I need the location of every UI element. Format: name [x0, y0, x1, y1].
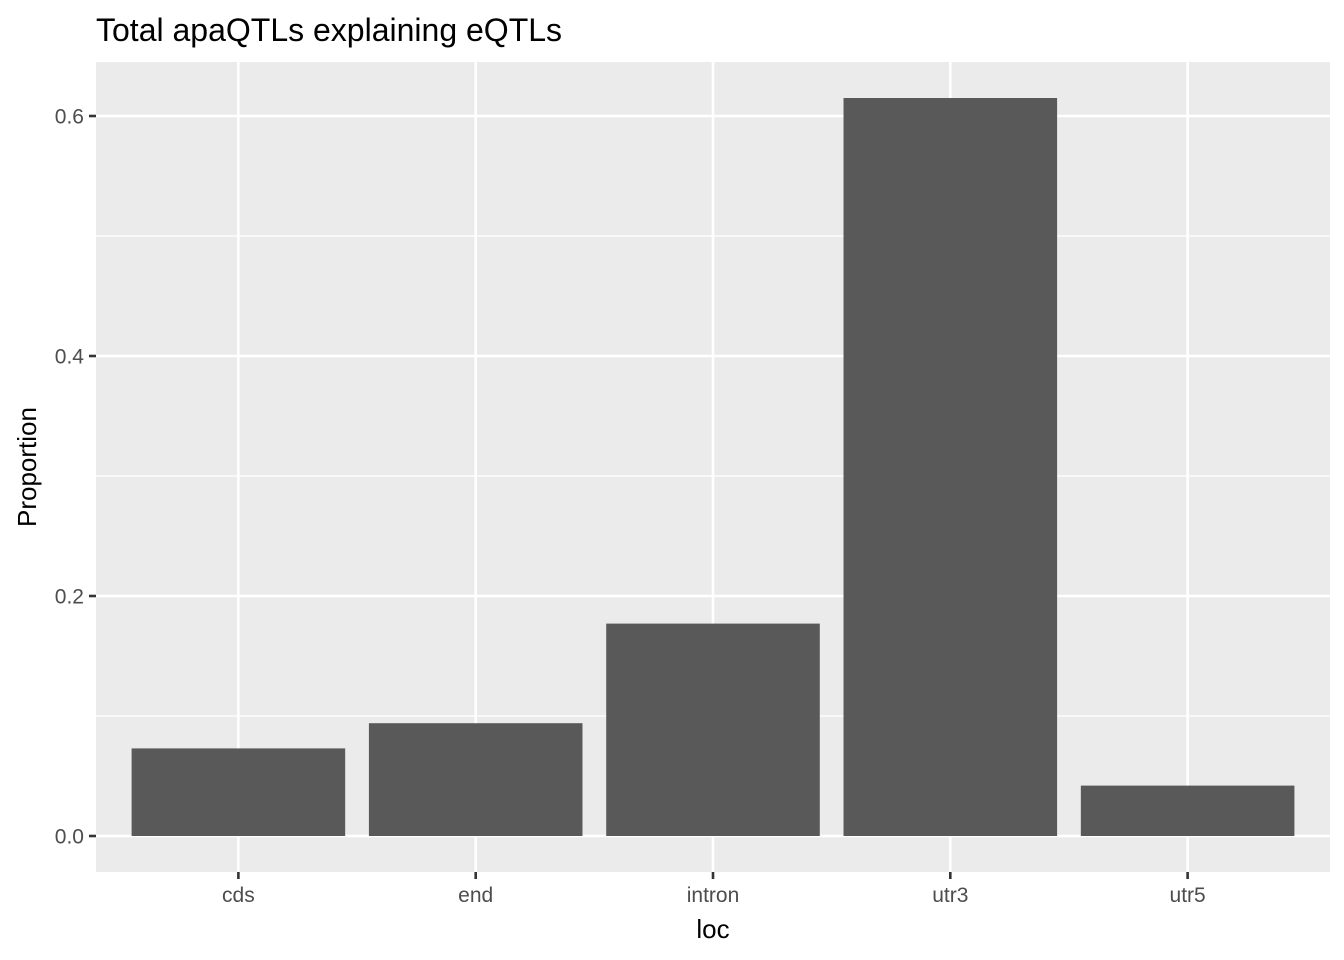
y-axis: 0.0 0.2 0.4 0.6 [55, 106, 96, 849]
x-tick-label-cds: cds [222, 884, 255, 907]
bars [131, 98, 1295, 836]
x-tick-label-intron: intron [687, 884, 740, 907]
x-tick-label-utr3: utr3 [932, 884, 968, 907]
y-axis-label: Proportion [12, 407, 42, 527]
x-axis-label: loc [696, 914, 729, 944]
bar-utr3 [843, 98, 1058, 836]
y-tick-label: 0.6 [55, 106, 84, 129]
y-tick-label: 0.4 [55, 346, 85, 369]
bar-intron [606, 623, 820, 836]
chart-title: Total apaQTLs explaining eQTLs [96, 12, 562, 48]
x-tick-label-utr5: utr5 [1170, 884, 1206, 907]
bar-cds [131, 748, 346, 836]
bar-utr5 [1080, 785, 1295, 836]
x-tick-label-end: end [458, 884, 493, 907]
y-tick-label: 0.2 [55, 586, 84, 609]
y-tick-label: 0.0 [55, 826, 84, 849]
bar-end [368, 723, 583, 836]
x-axis: cds end intron utr3 utr5 [222, 872, 1206, 907]
